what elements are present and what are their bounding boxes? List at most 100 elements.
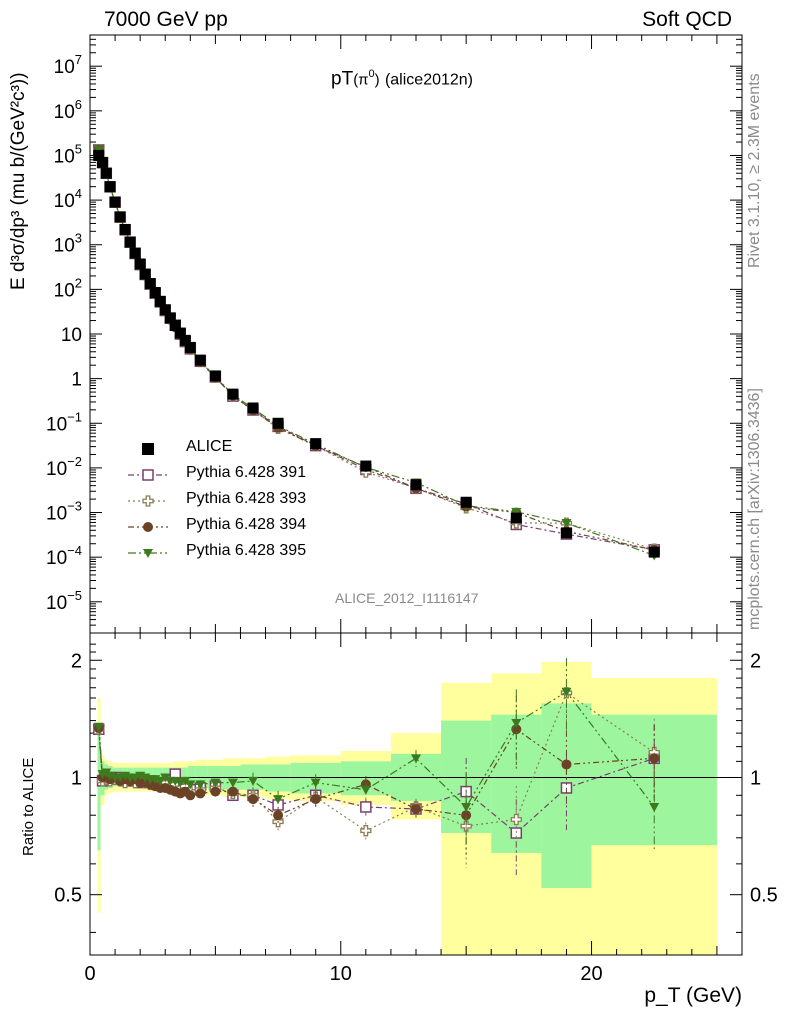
- main-y-tick-label: 106: [54, 97, 82, 123]
- tick-exponent: −1: [67, 409, 82, 424]
- alice-data-point: [97, 156, 109, 168]
- ratio-series-marker: [180, 776, 191, 786]
- alice-data-point: [100, 167, 112, 179]
- ratio-series-marker: [561, 687, 572, 697]
- legend-marker: [143, 549, 153, 558]
- legend-label: Pythia 6.428 393: [186, 490, 307, 507]
- alice-data-point: [93, 149, 105, 161]
- ratio-uncertainty-bands: [97, 661, 717, 955]
- tick-base: 10: [54, 102, 75, 123]
- main-y-tick-label: 10−5: [46, 588, 82, 614]
- alice-data-point: [360, 460, 372, 472]
- plot-title-close: ): [374, 71, 380, 89]
- alice-data-point: [209, 370, 221, 382]
- tick-exponent: −4: [67, 543, 82, 558]
- alice-data-point: [104, 181, 116, 193]
- ratio-series-marker: [310, 778, 321, 788]
- plot-title-particle: (π: [353, 71, 369, 89]
- alice-data-point: [227, 388, 239, 400]
- main-series-line: [98, 149, 655, 557]
- tick-base: 10: [46, 548, 67, 569]
- legend-swatch: [128, 469, 168, 481]
- main-y-tick-label: 104: [54, 186, 82, 212]
- ratio-series-marker: [185, 790, 196, 801]
- legend-item: Pythia 6.428 393: [128, 488, 368, 514]
- legend-marker: [142, 469, 154, 481]
- ratio-series-marker: [461, 802, 472, 812]
- tick-exponent: 3: [75, 231, 82, 246]
- ratio-series-marker: [649, 802, 660, 812]
- ratio-series-marker: [310, 794, 321, 805]
- tick-exponent: −2: [67, 454, 82, 469]
- legend-marker: [142, 495, 154, 507]
- ratio-y-tick-label: 2: [71, 650, 82, 672]
- alice-data-point: [560, 527, 572, 539]
- ratio-y-tick-label-right: 2: [750, 650, 761, 672]
- mcplots-label: mcplots.cern.ch [arXiv:1306.3436]: [746, 388, 763, 630]
- ratio-y-axis-label: Ratio to ALICE: [20, 757, 37, 856]
- main-series-marker: [561, 519, 572, 529]
- legend-swatch: [128, 549, 168, 558]
- legend-label: Pythia 6.428 391: [186, 464, 307, 481]
- tick-exponent: 4: [75, 186, 82, 201]
- legend-item: ALICE: [128, 436, 368, 462]
- ratio-series-marker: [93, 722, 104, 732]
- tick-exponent: 5: [75, 141, 82, 156]
- alice-data-point: [272, 417, 284, 429]
- main-y-tick-label: 10−2: [46, 454, 82, 480]
- ratio-series-marker: [195, 780, 206, 790]
- alice-data-point: [134, 258, 146, 270]
- ratio-y-tick-label: 0.5: [54, 885, 82, 907]
- main-y-tick-label: 102: [54, 275, 82, 301]
- alice-data-point: [194, 354, 206, 366]
- band-stat-bin: [265, 764, 291, 792]
- ratio-series-marker: [248, 776, 258, 786]
- legend-swatch: [142, 443, 154, 455]
- tick-base: 10: [46, 593, 67, 614]
- main-panel-series: [93, 144, 660, 561]
- ratio-y-tick-label-right: 1: [750, 767, 761, 789]
- main-y-tick-label: 10−4: [46, 543, 82, 569]
- plot-title: pT(π0) (alice2012n): [331, 68, 473, 90]
- ratio-series-marker: [510, 813, 522, 826]
- header-right-label: Soft QCD: [642, 8, 732, 31]
- main-y-tick-label: 107: [54, 52, 82, 78]
- tick-base: 10: [46, 504, 67, 525]
- ratio-panel-series: [93, 658, 660, 876]
- tick-exponent: −5: [67, 588, 82, 603]
- ratio-series-marker: [360, 801, 372, 813]
- ratio-series-marker: [273, 795, 284, 805]
- tick-base: 10: [54, 146, 75, 167]
- main-y-tick-label: 103: [54, 231, 82, 257]
- ratio-panel-axes: 0 10 20 0.5 0.5 1 1 2 2: [54, 632, 778, 985]
- ratio-series-marker: [460, 820, 472, 832]
- ratio-y-tick-label: 1: [71, 767, 82, 789]
- alice-data-point: [139, 268, 151, 280]
- alice-data-point: [179, 334, 191, 346]
- legend-label: Pythia 6.428 395: [186, 542, 307, 559]
- ratio-series-marker: [248, 794, 258, 805]
- legend-marker: [142, 443, 154, 455]
- alice-data-point: [510, 512, 522, 524]
- alice-data-point: [410, 479, 422, 491]
- alice-data-point: [174, 327, 186, 339]
- ratio-y-tick-label-right: 0.5: [750, 885, 778, 907]
- legend-item: Pythia 6.428 394: [128, 514, 368, 540]
- legend-marker: [143, 522, 153, 532]
- legend-item: Pythia 6.428 391: [128, 462, 368, 488]
- ratio-series-marker: [195, 788, 206, 799]
- ratio-series-marker: [227, 786, 238, 797]
- legend-label: ALICE: [186, 438, 233, 455]
- ratio-series-marker: [510, 827, 523, 839]
- ratio-series-marker: [561, 759, 572, 770]
- tick-base: 10: [46, 459, 67, 480]
- ratio-series-marker: [273, 810, 284, 821]
- legend-item: Pythia 6.428 395: [128, 540, 368, 566]
- ratio-series-marker: [155, 776, 166, 786]
- tick-base: 10: [54, 191, 75, 212]
- x-tick-label: 0: [84, 963, 95, 985]
- alice-data-point: [144, 278, 156, 290]
- legend-swatch: [128, 495, 168, 507]
- main-y-tick-label: 1: [71, 370, 82, 391]
- alice-data-point: [247, 402, 259, 414]
